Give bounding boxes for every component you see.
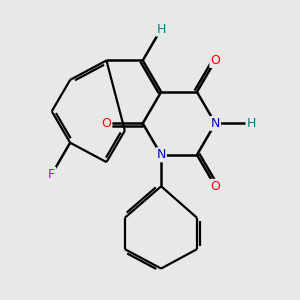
Text: H: H [246, 117, 256, 130]
Text: F: F [48, 168, 55, 181]
Text: O: O [210, 54, 220, 67]
Text: N: N [211, 117, 220, 130]
Text: H: H [156, 22, 166, 35]
Text: O: O [101, 117, 111, 130]
Text: O: O [210, 180, 220, 193]
Text: N: N [156, 148, 166, 161]
